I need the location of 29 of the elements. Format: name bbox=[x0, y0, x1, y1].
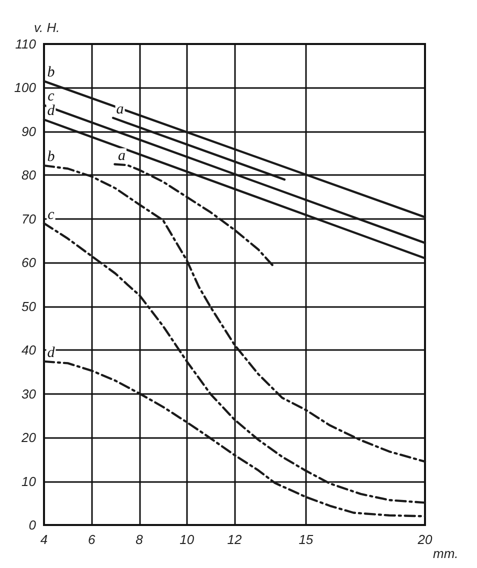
series-label: d bbox=[47, 344, 56, 361]
y-tick-label: 70 bbox=[22, 211, 37, 226]
y-tick-label: 10 bbox=[22, 474, 37, 489]
y-tick-label: 90 bbox=[22, 124, 37, 139]
y-tick-label: 100 bbox=[14, 80, 37, 96]
series-label: c bbox=[48, 88, 55, 105]
y-tick-label: 80 bbox=[22, 168, 37, 183]
x-tick-label: 8 bbox=[136, 532, 144, 547]
series-label: d bbox=[47, 103, 56, 120]
x-tick-label: 4 bbox=[40, 532, 48, 547]
y-tick-label: 50 bbox=[22, 298, 37, 314]
y-tick-label: 0 bbox=[28, 518, 37, 532]
y-tick-label: 30 bbox=[22, 386, 37, 402]
y-tick-label: 20 bbox=[20, 430, 37, 446]
y-tick-label: 40 bbox=[22, 342, 37, 358]
series-label: b bbox=[47, 149, 56, 166]
x-tick-label: 15 bbox=[298, 532, 314, 547]
series-label: a bbox=[116, 101, 124, 118]
y-axis-title: v. H. bbox=[34, 20, 60, 35]
series-label: a bbox=[118, 148, 126, 164]
series-label: b bbox=[47, 64, 56, 81]
series-label: c bbox=[48, 206, 55, 223]
y-tick-label: 60 bbox=[22, 255, 37, 270]
x-tick-label: 6 bbox=[88, 532, 96, 547]
x-tick-label: 12 bbox=[227, 532, 242, 547]
x-tick-label: 20 bbox=[416, 532, 433, 547]
x-axis-title: mm. bbox=[433, 546, 458, 561]
y-tick-label: 110 bbox=[15, 36, 37, 52]
x-tick-label: 10 bbox=[180, 532, 195, 547]
